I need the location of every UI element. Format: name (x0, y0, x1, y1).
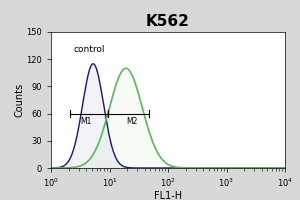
Text: M2: M2 (126, 117, 137, 126)
Y-axis label: Counts: Counts (15, 83, 25, 117)
Text: control: control (73, 45, 105, 54)
Text: M1: M1 (80, 117, 92, 126)
Title: K562: K562 (146, 14, 190, 29)
X-axis label: FL1-H: FL1-H (154, 191, 182, 200)
